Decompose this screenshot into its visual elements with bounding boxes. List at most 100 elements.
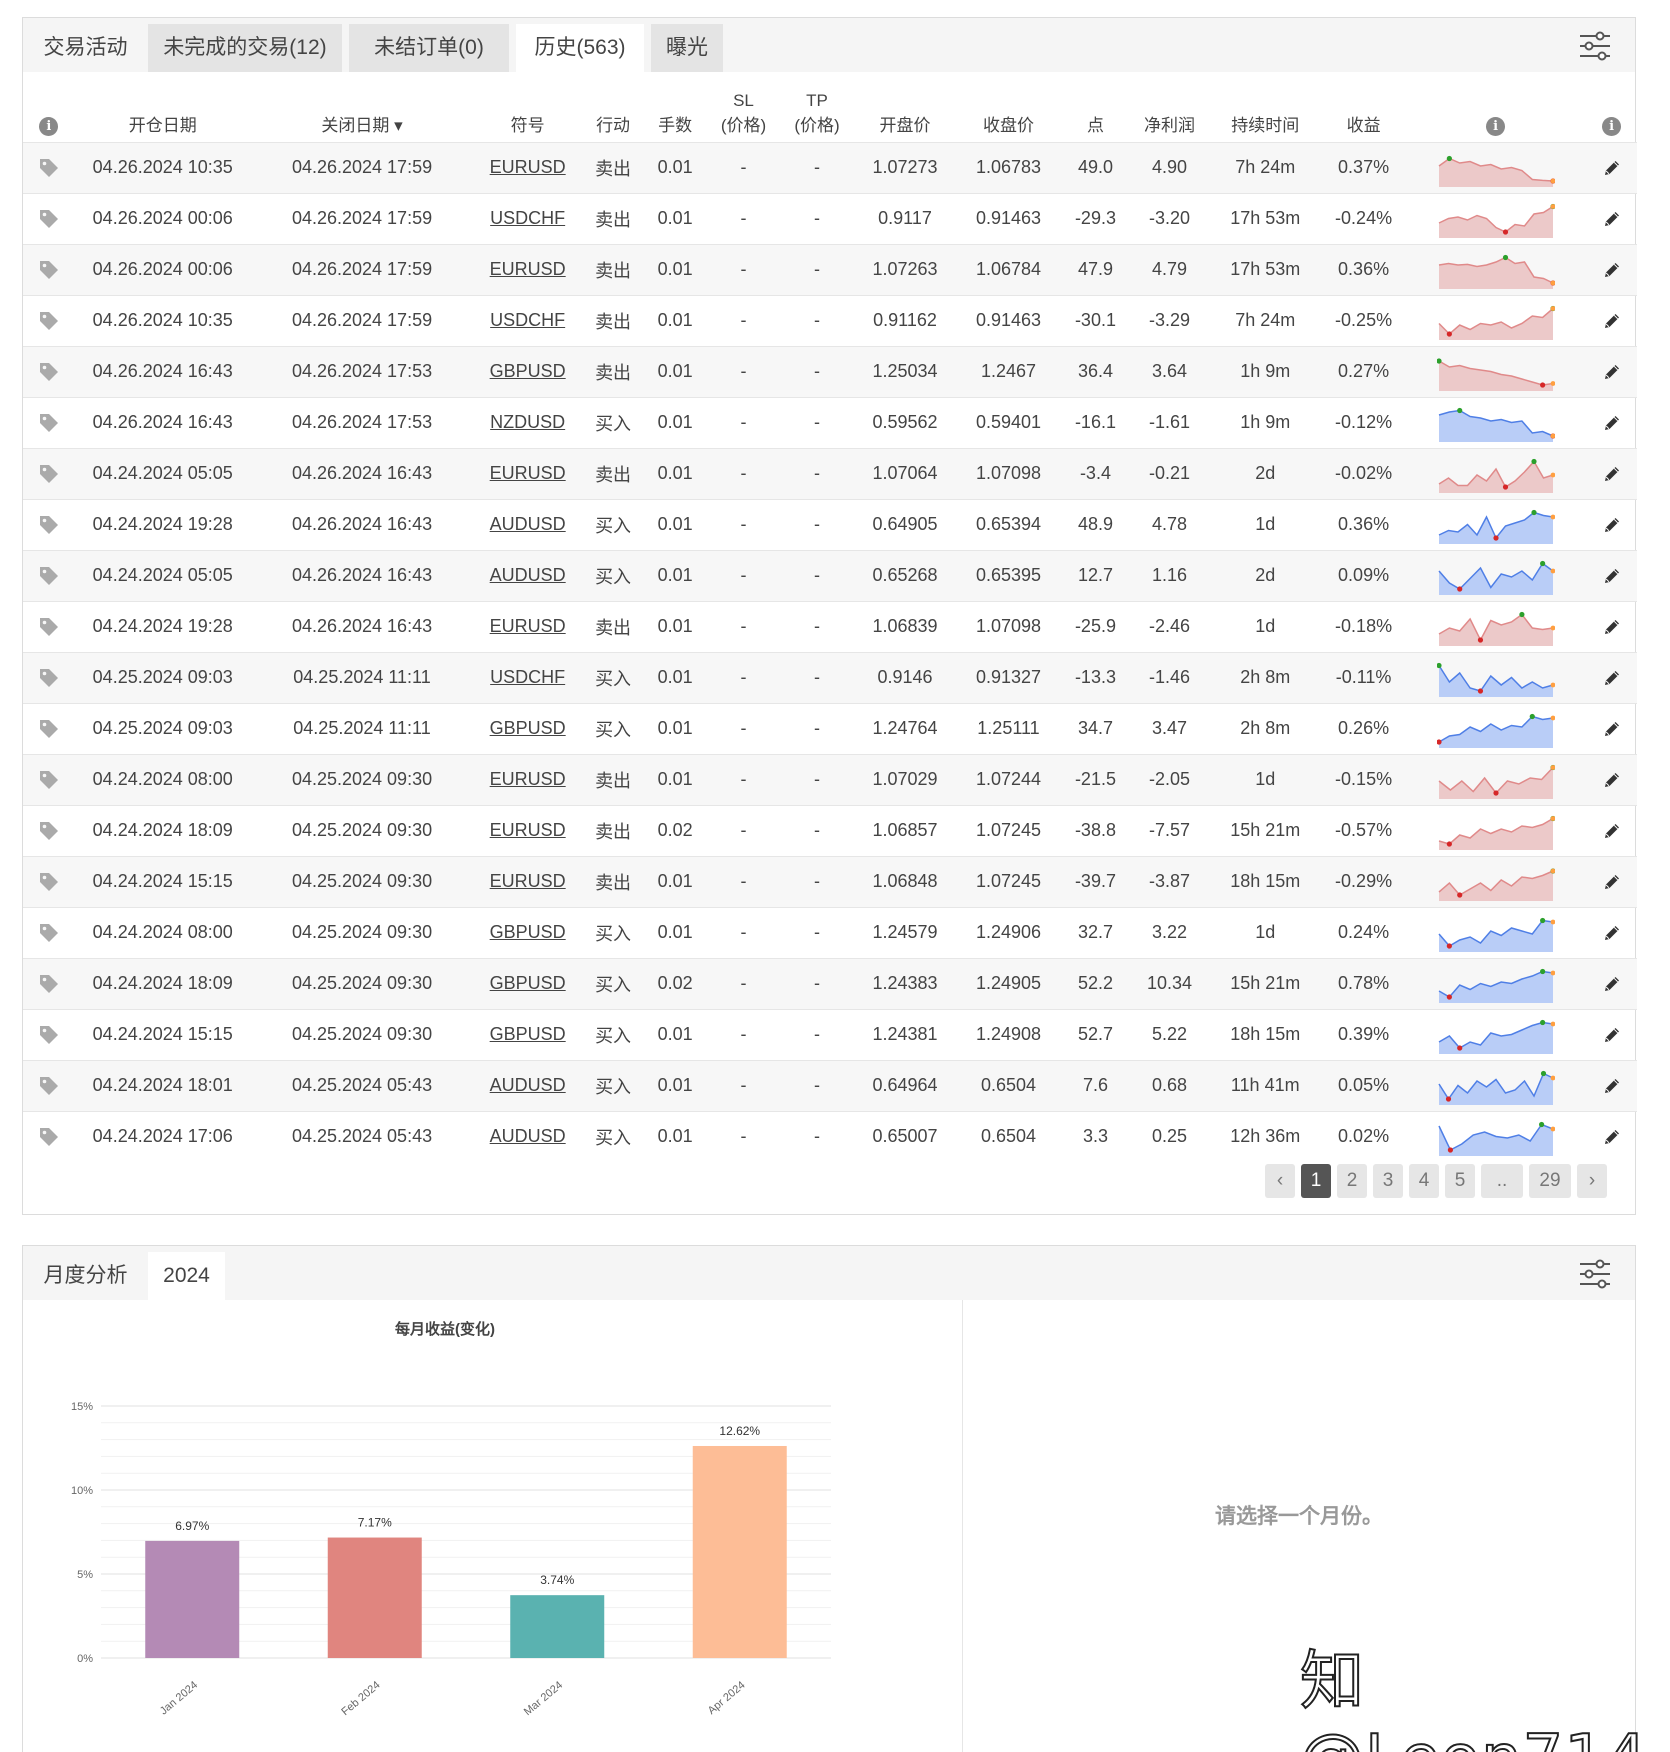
- header-close-price[interactable]: 收盘价: [983, 115, 1034, 135]
- tag-cell[interactable]: [23, 804, 75, 856]
- table-row[interactable]: 04.24.2024 17:06 04.25.2024 05:43 AUDUSD 买入…: [23, 1110, 1637, 1162]
- symbol-link[interactable]: AUDUSD: [489, 1075, 566, 1095]
- symbol-link[interactable]: GBPUSD: [489, 1024, 566, 1044]
- tag-cell[interactable]: [23, 447, 75, 499]
- symbol-link[interactable]: GBPUSD: [489, 922, 566, 942]
- info-icon[interactable]: i: [39, 116, 59, 136]
- pencil-icon[interactable]: [1602, 872, 1622, 892]
- tag-icon[interactable]: [38, 259, 60, 281]
- header-action[interactable]: 行动: [596, 115, 631, 135]
- table-row[interactable]: 04.24.2024 19:28 04.26.2024 16:43 AUDUSD 买入…: [23, 498, 1637, 550]
- symbol-link[interactable]: NZDUSD: [490, 412, 566, 432]
- pencil-icon[interactable]: [1602, 770, 1622, 790]
- pencil-icon[interactable]: [1602, 413, 1622, 433]
- table-row[interactable]: 04.26.2024 00:06 04.26.2024 17:59 EURUSD 卖出…: [23, 243, 1637, 295]
- tag-cell[interactable]: [23, 345, 75, 397]
- tag-cell[interactable]: [23, 141, 75, 193]
- symbol-link[interactable]: GBPUSD: [489, 973, 566, 993]
- info-icon[interactable]: i: [1602, 116, 1622, 136]
- tag-icon[interactable]: [38, 157, 60, 179]
- tag-cell[interactable]: [23, 702, 75, 754]
- header-open-price[interactable]: 开盘价: [879, 115, 931, 135]
- symbol-link[interactable]: EURUSD: [489, 616, 566, 636]
- tag-icon[interactable]: [38, 667, 60, 689]
- symbol-link[interactable]: EURUSD: [489, 769, 566, 789]
- pencil-icon[interactable]: [1602, 566, 1622, 586]
- table-row[interactable]: 04.25.2024 09:03 04.25.2024 11:11 USDCHF 买入…: [23, 651, 1637, 703]
- settings-sliders-icon[interactable]: [1577, 1256, 1613, 1292]
- edit-cell[interactable]: [1586, 1059, 1637, 1111]
- pencil-icon[interactable]: [1602, 464, 1622, 484]
- header-pips[interactable]: 点: [1086, 115, 1104, 135]
- symbol-link[interactable]: USDCHF: [490, 310, 566, 330]
- table-row[interactable]: 04.24.2024 05:05 04.26.2024 16:43 EURUSD 卖出…: [23, 447, 1637, 499]
- bar-feb-2024[interactable]: [327, 1537, 422, 1658]
- edit-cell[interactable]: [1586, 498, 1637, 550]
- edit-cell[interactable]: [1586, 600, 1637, 652]
- table-row[interactable]: 04.25.2024 09:03 04.25.2024 11:11 GBPUSD 买入…: [23, 702, 1637, 754]
- tag-cell[interactable]: [23, 396, 75, 448]
- tag-icon[interactable]: [38, 361, 60, 383]
- header-gain[interactable]: 收益: [1346, 115, 1381, 135]
- header-net-profit[interactable]: 净利润: [1143, 115, 1195, 135]
- tab-open-trades[interactable]: 未完成的交易(12): [148, 24, 342, 72]
- symbol-link[interactable]: USDCHF: [490, 667, 566, 687]
- tag-cell[interactable]: [23, 294, 75, 346]
- table-row[interactable]: 04.24.2024 08:00 04.25.2024 09:30 GBPUSD 买入…: [23, 906, 1637, 958]
- symbol-link[interactable]: GBPUSD: [489, 718, 566, 738]
- edit-cell[interactable]: [1586, 753, 1637, 805]
- tag-cell[interactable]: [23, 651, 75, 703]
- table-row[interactable]: 04.24.2024 18:01 04.25.2024 05:43 AUDUSD 买入…: [23, 1059, 1637, 1111]
- pencil-icon[interactable]: [1602, 617, 1622, 637]
- tab-monthly-analysis[interactable]: 月度分析: [43, 1264, 128, 1287]
- tag-icon[interactable]: [38, 718, 60, 740]
- tag-icon[interactable]: [38, 310, 60, 332]
- edit-cell[interactable]: [1586, 294, 1637, 346]
- symbol-link[interactable]: EURUSD: [489, 871, 566, 891]
- tag-icon[interactable]: [38, 463, 60, 485]
- table-row[interactable]: 04.24.2024 15:15 04.25.2024 09:30 GBPUSD 买入…: [23, 1008, 1637, 1060]
- edit-cell[interactable]: [1586, 957, 1637, 1009]
- tag-cell[interactable]: [23, 753, 75, 805]
- table-row[interactable]: 04.26.2024 16:43 04.26.2024 17:53 NZDUSD 买入…: [23, 396, 1637, 448]
- tag-icon[interactable]: [38, 1075, 60, 1097]
- table-row[interactable]: 04.26.2024 16:43 04.26.2024 17:53 GBPUSD 卖出…: [23, 345, 1637, 397]
- tag-icon[interactable]: [38, 565, 60, 587]
- info-icon[interactable]: i: [1486, 116, 1506, 136]
- tag-cell[interactable]: [23, 243, 75, 295]
- header-symbol[interactable]: 符号: [510, 115, 545, 135]
- tag-icon[interactable]: [38, 922, 60, 944]
- edit-cell[interactable]: [1586, 345, 1637, 397]
- bar-mar-2024[interactable]: [510, 1595, 605, 1658]
- header-sl[interactable]: SL (价格): [706, 72, 781, 142]
- header-duration[interactable]: 持续时间: [1231, 115, 1300, 135]
- header-lots[interactable]: 手数: [658, 115, 693, 135]
- table-row[interactable]: 04.24.2024 05:05 04.26.2024 16:43 AUDUSD 买入…: [23, 549, 1637, 601]
- tag-cell[interactable]: [23, 600, 75, 652]
- pager-page-29[interactable]: 29: [1529, 1164, 1571, 1198]
- pencil-icon[interactable]: [1602, 668, 1622, 688]
- edit-cell[interactable]: [1586, 1110, 1637, 1162]
- symbol-link[interactable]: AUDUSD: [489, 1126, 566, 1147]
- pager-prev-button[interactable]: ‹: [1265, 1164, 1295, 1198]
- tag-icon[interactable]: [38, 616, 60, 638]
- table-row[interactable]: 04.26.2024 10:35 04.26.2024 17:59 USDCHF 卖出…: [23, 294, 1637, 346]
- tag-cell[interactable]: [23, 549, 75, 601]
- edit-cell[interactable]: [1586, 192, 1637, 244]
- edit-cell[interactable]: [1586, 1008, 1637, 1060]
- tag-cell[interactable]: [23, 1008, 75, 1060]
- edit-cell[interactable]: [1586, 141, 1637, 193]
- symbol-link[interactable]: USDCHF: [490, 208, 566, 228]
- tag-cell[interactable]: [23, 498, 75, 550]
- tag-icon[interactable]: [38, 820, 60, 842]
- symbol-link[interactable]: AUDUSD: [489, 514, 566, 534]
- table-row[interactable]: 04.24.2024 15:15 04.25.2024 09:30 EURUSD 卖出…: [23, 855, 1637, 907]
- pencil-icon[interactable]: [1602, 362, 1622, 382]
- header-open-date[interactable]: 开仓日期: [128, 115, 197, 135]
- pencil-icon[interactable]: [1602, 1076, 1622, 1096]
- edit-cell[interactable]: [1586, 447, 1637, 499]
- symbol-link[interactable]: EURUSD: [489, 157, 566, 177]
- tag-cell[interactable]: [23, 906, 75, 958]
- pencil-icon[interactable]: [1602, 260, 1622, 280]
- tab-history[interactable]: 历史(563): [516, 24, 644, 72]
